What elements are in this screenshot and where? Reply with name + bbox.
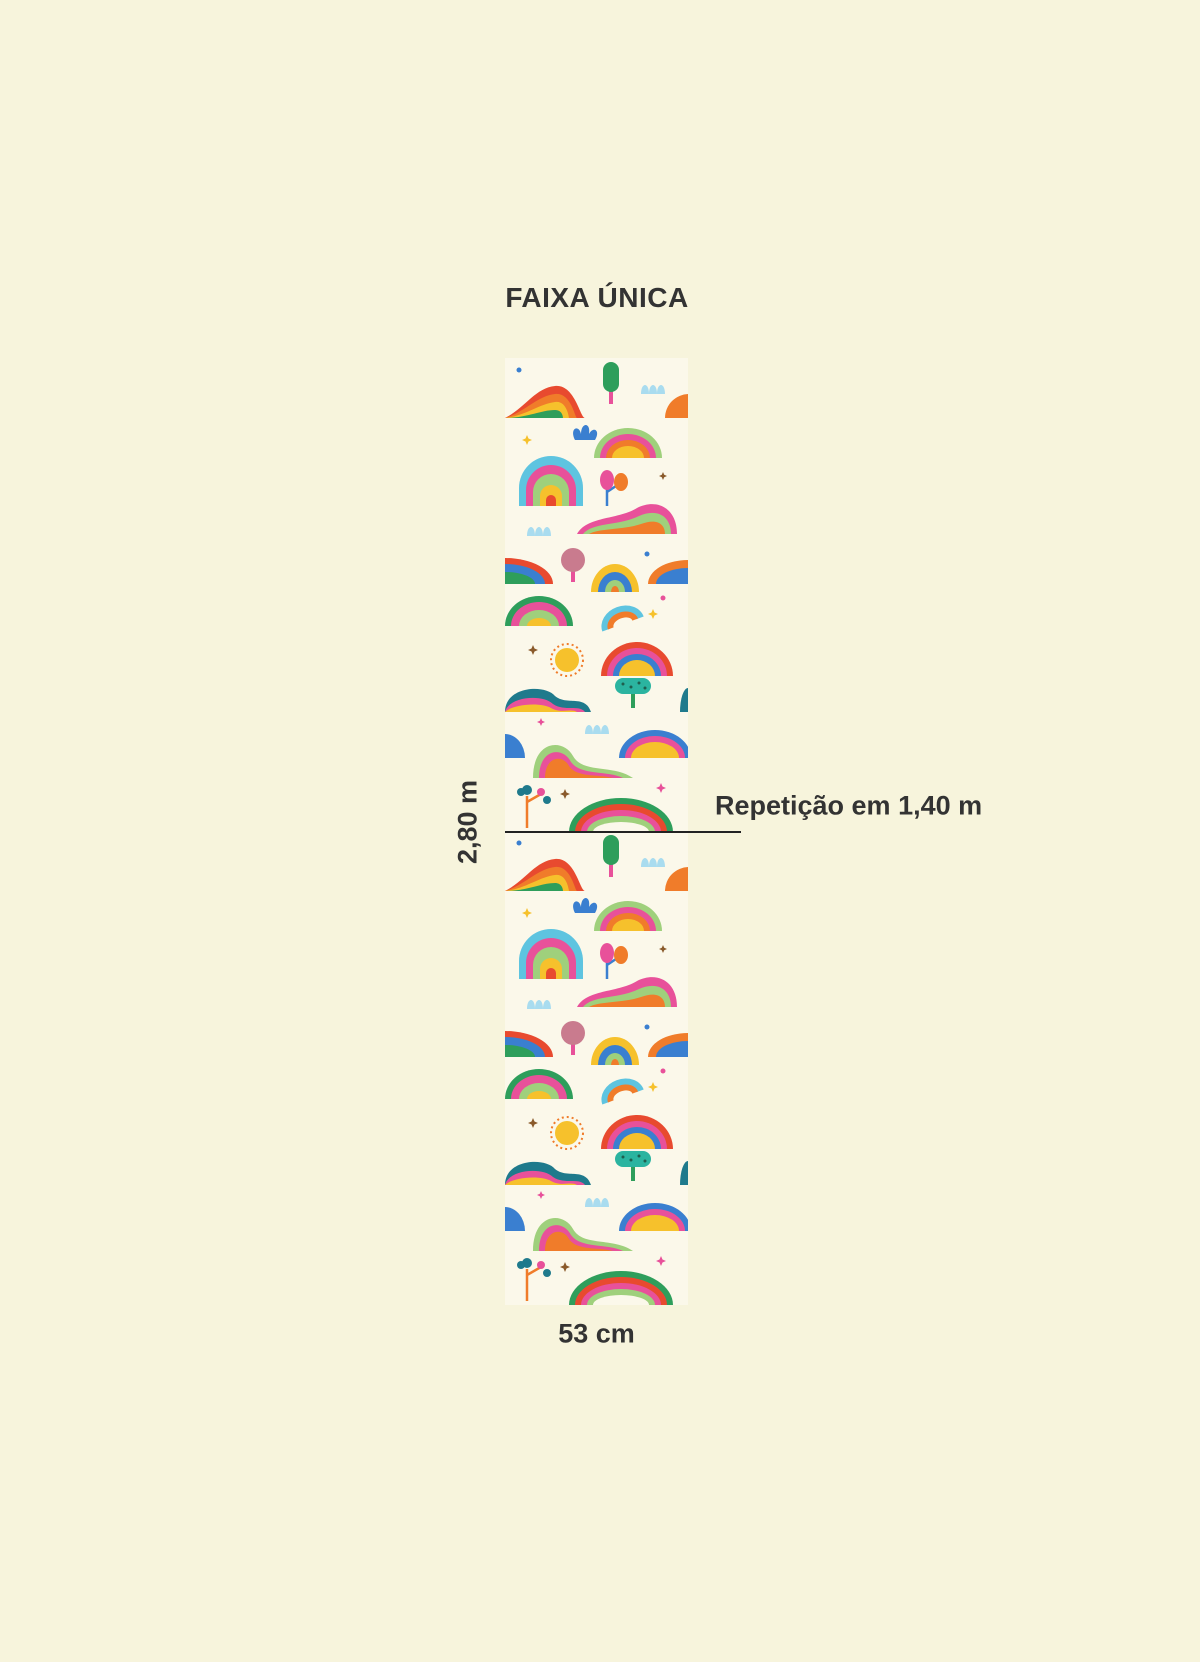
repeat-marker-line [505,831,741,833]
repeat-dimension-label: Repetição em 1,40 m [715,790,983,821]
diagram-title: FAIXA ÚNICA [505,282,689,313]
width-dimension-label: 53 cm [558,1318,635,1349]
height-dimension-label: 2,80 m [452,779,483,865]
